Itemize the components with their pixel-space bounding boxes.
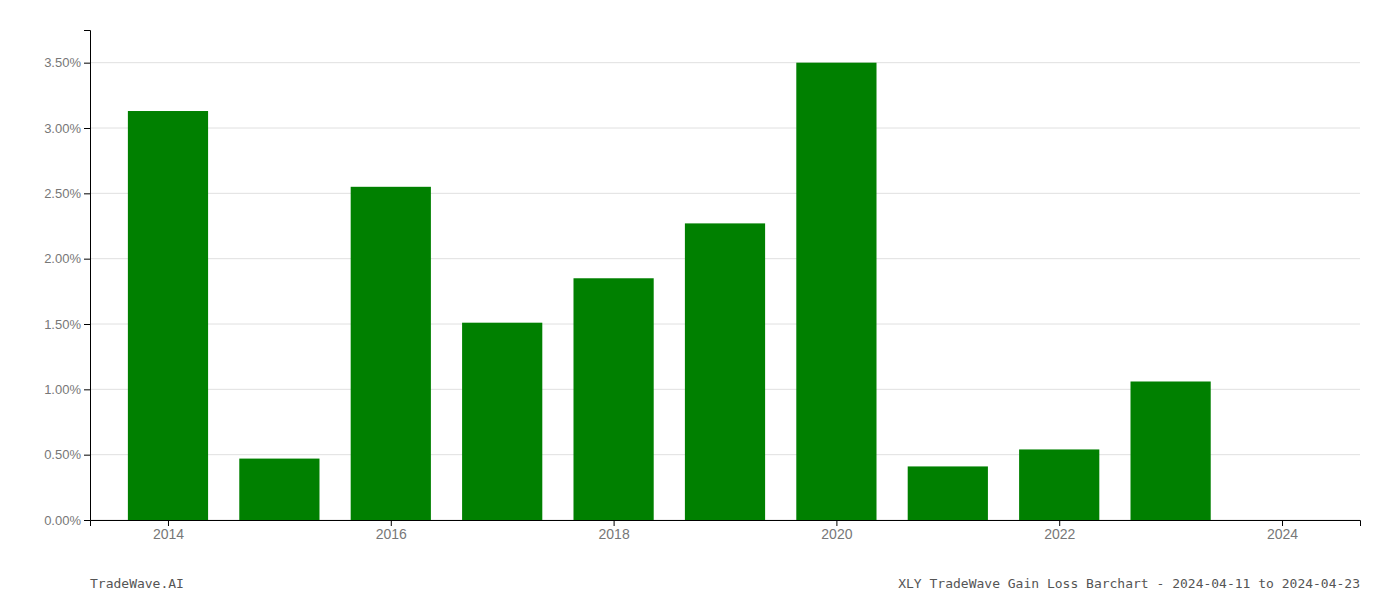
y-tick: 0.00% (44, 513, 90, 528)
y-tick-mark (84, 128, 90, 129)
bar (573, 278, 653, 520)
y-tick-mark (84, 259, 90, 260)
x-tick-label: 2024 (1267, 526, 1298, 542)
x-tick-label: 2022 (1044, 526, 1075, 542)
bar (685, 223, 765, 520)
y-tick-label: 1.00% (44, 382, 81, 397)
y-tick-label: 2.00% (44, 251, 81, 266)
y-tick: 0.50% (44, 447, 90, 462)
y-tick: 1.50% (44, 317, 90, 332)
y-tick-label: 3.00% (44, 121, 81, 136)
bar (1019, 449, 1099, 520)
y-tick-label: 0.50% (44, 447, 81, 462)
y-tick-label: 0.00% (44, 513, 81, 528)
x-tick-label: 2018 (599, 526, 630, 542)
chart: 2014 2016 2018 2020 2022 2024 0.00% 0.50% 1.00% 1… (0, 0, 1400, 600)
x-tick-label: 2016 (376, 526, 407, 542)
y-tick: 3.50% (44, 55, 90, 70)
y-tick-mark (84, 455, 90, 456)
y-tick-mark (84, 63, 90, 64)
bar (128, 111, 208, 520)
x-tick: 2016 (376, 520, 407, 542)
x-tick: 2024 (1267, 520, 1298, 542)
y-tick-mark (84, 520, 90, 521)
y-tick-label: 1.50% (44, 317, 81, 332)
grid (90, 63, 1360, 520)
y-tick-mark (84, 389, 90, 390)
bar (796, 63, 876, 520)
bar (462, 323, 542, 520)
bar (908, 466, 988, 520)
footer-text: TradeWave.AI (90, 576, 184, 591)
y-tick: 3.00% (44, 121, 90, 136)
bar (351, 187, 431, 520)
y-axis-line (84, 31, 91, 521)
bars (128, 63, 1211, 520)
y-tick: 1.00% (44, 382, 90, 397)
x-tick: 2014 (153, 520, 184, 542)
x-tick-label: 2014 (153, 526, 184, 542)
bar (1131, 381, 1211, 520)
x-tick: 2018 (599, 520, 630, 542)
y-tick: 2.00% (44, 251, 90, 266)
x-tick: 2022 (1044, 520, 1075, 542)
y-tick-mark (84, 193, 90, 194)
x-tick: 2020 (821, 520, 852, 542)
footer-text: XLY TradeWave Gain Loss Barchart - 2024-… (898, 576, 1360, 591)
grid-line (90, 62, 1360, 63)
x-tick-label: 2020 (821, 526, 852, 542)
bar (1242, 520, 1322, 521)
y-tick-mark (84, 324, 90, 325)
y-tick-label: 3.50% (44, 55, 81, 70)
x-axis: 2014 2016 2018 2020 2022 2024 (91, 520, 1361, 542)
grid-line (90, 193, 1360, 194)
grid-line (90, 128, 1360, 129)
x-axis-line (91, 521, 1361, 527)
y-tick: 2.50% (44, 186, 90, 201)
plot: 2014 2016 2018 2020 2022 2024 0.00% 0.50% 1.00% 1… (44, 31, 1360, 542)
y-tick-label: 2.50% (44, 186, 81, 201)
bar (239, 459, 319, 520)
y-axis: 0.00% 0.50% 1.00% 1.50% 2.00% 2.50% 3.00% 3.50% (44, 31, 90, 528)
